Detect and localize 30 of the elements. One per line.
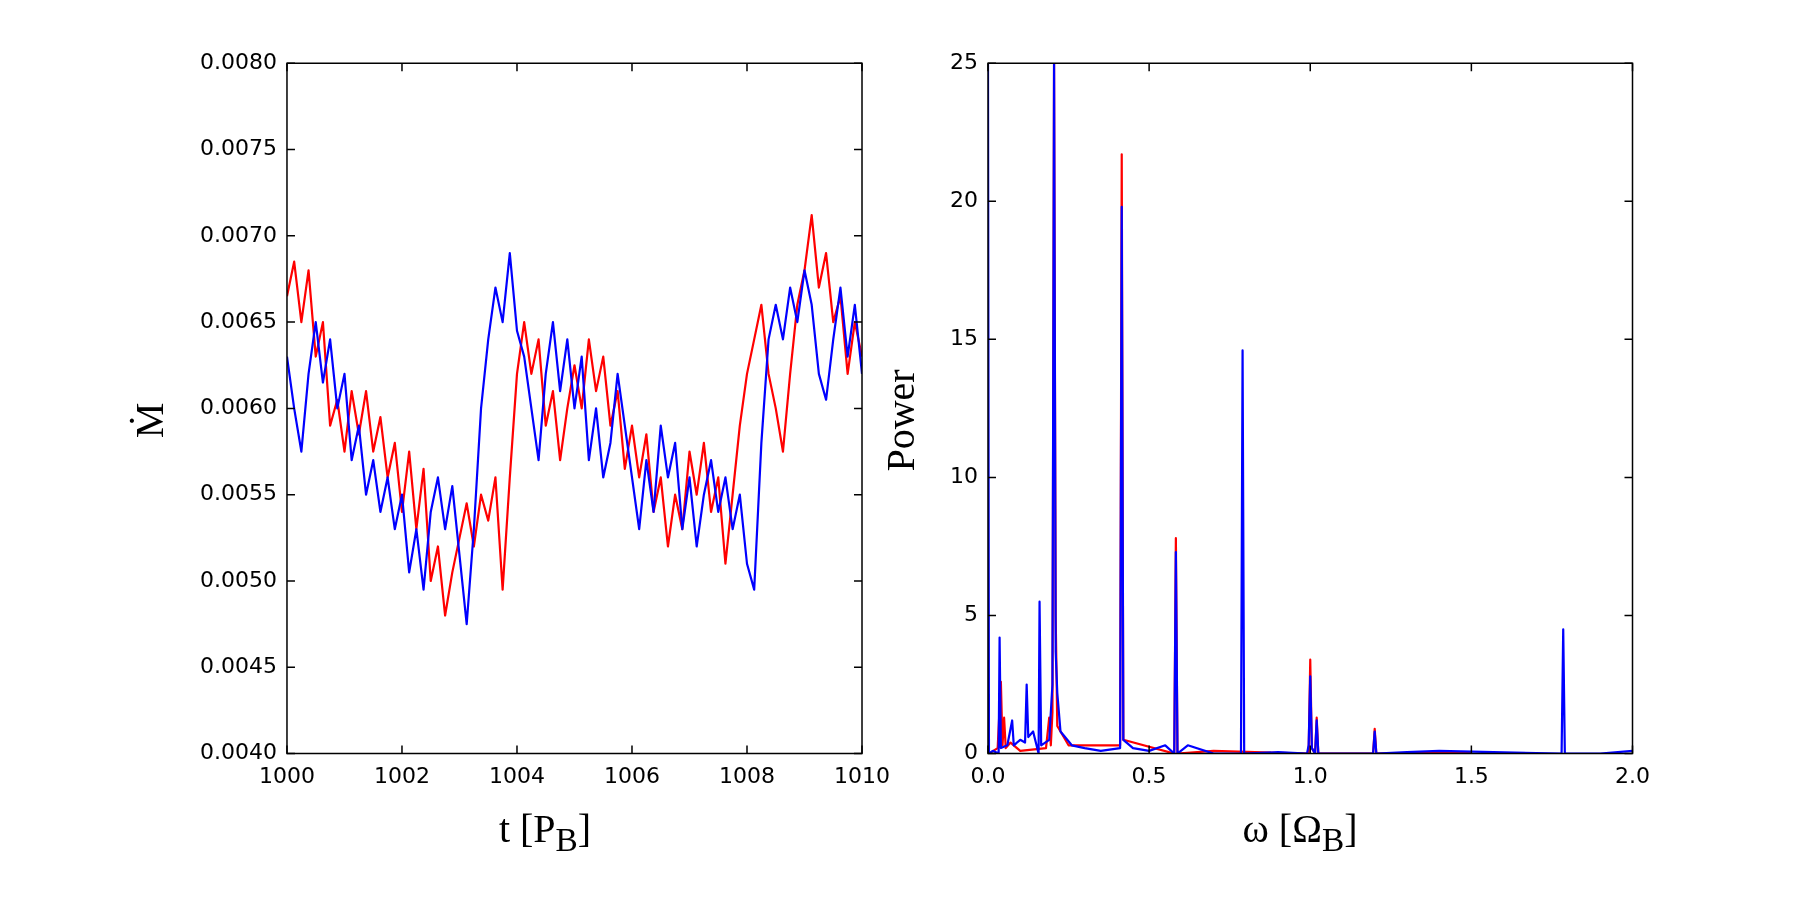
x-tick-label: 1004	[488, 762, 545, 788]
x-axis-title: t [P$_{B}$]	[497, 805, 593, 859]
x-tick-label: 1000	[258, 762, 315, 788]
y-tick-label: 0.0075	[199, 135, 277, 161]
y-tick-label: 0.0055	[199, 480, 277, 506]
y-tick-label: 0	[963, 739, 978, 765]
y-tick-label: 0.0065	[199, 307, 277, 333]
y-tick-label: 0.0050	[199, 566, 277, 592]
y-tick-label: 0.0045	[199, 653, 277, 679]
y-tick-label: 15	[949, 325, 978, 351]
y-tick-label: 0.0060	[199, 394, 277, 420]
x-tick-label: 0.5	[1131, 762, 1167, 788]
y-tick-label: 0.0040	[199, 739, 277, 765]
x-tick-label: 1.5	[1453, 762, 1489, 788]
y-axis-title: Ṁ	[126, 402, 174, 438]
x-axis-title: ω [Ω$_{B}$]	[1241, 805, 1359, 859]
x-tick-label: 1010	[834, 762, 891, 788]
x-tick-label: 1008	[719, 762, 775, 788]
x-tick-label: 1002	[373, 762, 430, 788]
x-tick-label: 0.0	[970, 762, 1006, 788]
y-tick-label: 20	[949, 187, 978, 212]
x-tick-label: 1006	[603, 762, 660, 788]
y-tick-label: 5	[963, 601, 978, 627]
x-tick-label: 2.0	[1615, 762, 1651, 788]
y-axis-title: Power	[876, 368, 924, 472]
x-tick-label: 1.0	[1292, 762, 1328, 788]
y-tick-label: 0.0080	[199, 48, 277, 74]
y-tick-label: 0.0070	[199, 221, 277, 247]
y-tick-label: 25	[949, 48, 978, 74]
y-tick-label: 10	[949, 463, 978, 489]
